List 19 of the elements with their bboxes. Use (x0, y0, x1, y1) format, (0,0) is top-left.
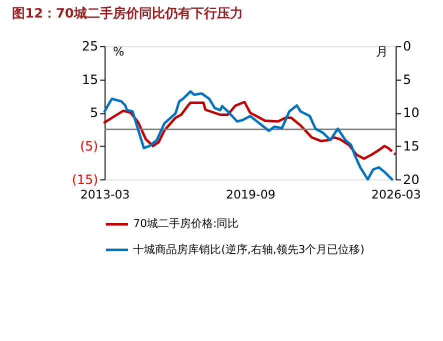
y-tick-label: (15) (72, 172, 98, 188)
y2-axis-title: 月 (376, 44, 388, 59)
y2-tick-label: 5 (403, 72, 412, 88)
line-series (103, 90, 394, 181)
y-tick-label: (5) (80, 139, 98, 154)
y-tick-label: 25 (82, 40, 98, 55)
y2-tick-label: 10 (403, 106, 420, 122)
x-tick-label: 2013-03 (80, 188, 130, 202)
y-tick-label: 5 (90, 106, 98, 122)
y-axis-title: % (112, 44, 124, 59)
legend-label: 70城二手房价格:同比 (133, 217, 239, 230)
y2-tick-label: 20 (403, 172, 420, 188)
x-tick-label: 2026-03 (371, 188, 421, 202)
legend-label: 十城商品房库销比(逆序,右轴,领先3个月已位移) (133, 242, 364, 256)
y2-tick-label: 0 (403, 40, 412, 55)
chart-title: 图12：70城二手房价同比仍有下行压力 (12, 6, 243, 22)
y-tick-label: 15 (82, 72, 98, 88)
x-tick-label: 2019-09 (226, 188, 276, 202)
y2-tick-label: 15 (403, 139, 420, 154)
